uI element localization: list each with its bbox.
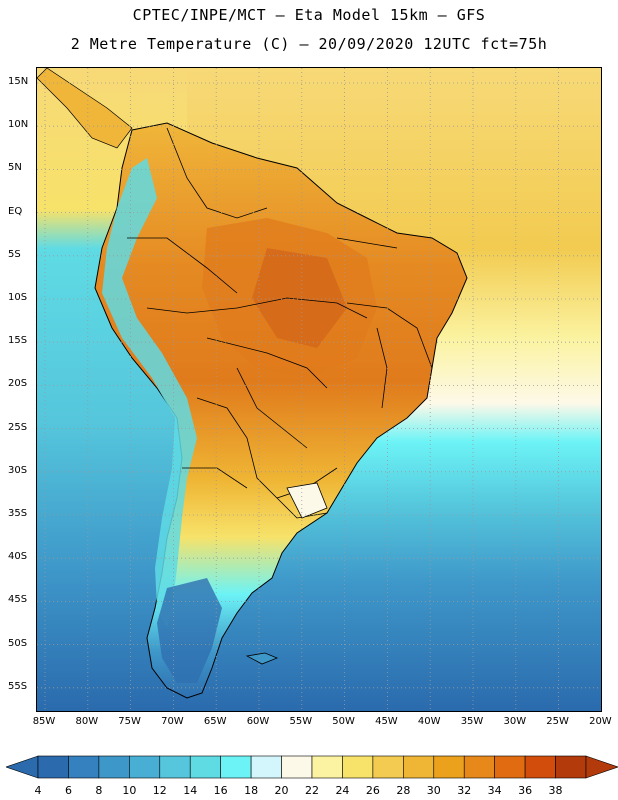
colorbar xyxy=(6,755,618,779)
lat-label: 20S xyxy=(8,378,28,390)
colorbar-level-label: 4 xyxy=(34,784,42,797)
colorbar-level-label: 8 xyxy=(95,784,103,797)
lon-label: 85W xyxy=(32,716,56,727)
temperature-map xyxy=(36,67,602,712)
lon-label: 45W xyxy=(375,716,398,727)
plata-region xyxy=(286,482,328,519)
colorbar-swatch xyxy=(37,755,69,779)
lat-label: 45S xyxy=(8,594,28,606)
lon-label: 50W xyxy=(332,716,355,727)
lon-label: 30W xyxy=(503,716,527,727)
colorbar-level-label: 18 xyxy=(244,784,259,797)
colorbar-level-label: 28 xyxy=(396,784,411,797)
colorbar-swatch xyxy=(250,755,282,779)
map-canvas xyxy=(37,68,601,711)
lat-label: 10N xyxy=(8,119,29,131)
lon-label: 20W xyxy=(589,716,612,727)
lon-label: 55W xyxy=(289,716,313,727)
colorbar-level-label: 12 xyxy=(152,784,167,797)
lat-label: 10S xyxy=(8,292,28,303)
lon-label: 25W xyxy=(546,716,569,727)
colorbar-high-arrow xyxy=(585,755,618,779)
colorbar-swatch xyxy=(524,755,556,779)
colorbar-swatch xyxy=(68,755,100,779)
colorbar-level-label: 16 xyxy=(213,784,228,797)
lon-label: 40W xyxy=(417,716,441,727)
colorbar-swatch xyxy=(463,755,495,779)
colorbar-level-label: 26 xyxy=(365,784,380,797)
colorbar-level-label: 24 xyxy=(335,784,350,797)
colorbar-level-label: 38 xyxy=(548,784,563,797)
colorbar-level-label: 36 xyxy=(518,784,533,797)
colorbar-level-label: 22 xyxy=(305,784,319,797)
colorbar-swatch xyxy=(403,755,435,779)
colorbar-swatch xyxy=(372,755,404,779)
colorbar-level-label: 14 xyxy=(183,784,198,797)
lon-label: 60W xyxy=(246,716,270,727)
colorbar-swatch xyxy=(494,755,526,779)
colorbar-level-label: 32 xyxy=(457,784,472,797)
lat-label: 40S xyxy=(8,551,28,563)
lat-label: 25S xyxy=(8,421,28,433)
lat-label: EQ xyxy=(8,205,23,217)
andes-cool-strip xyxy=(102,158,197,628)
lon-label: 35W xyxy=(460,716,484,727)
colorbar-swatch xyxy=(98,755,130,779)
colorbar-swatch xyxy=(342,755,374,779)
lon-label: 70W xyxy=(161,716,184,727)
lat-label: 30S xyxy=(8,464,28,476)
lat-label: 55S xyxy=(8,680,28,692)
colorbar-swatch xyxy=(311,755,343,779)
map-title-line-1: CPTEC/INPE/MCT – Eta Model 15km – GFS xyxy=(132,6,486,24)
colorbar-swatch xyxy=(281,755,313,779)
lon-label: 80W xyxy=(75,716,99,727)
map-title-line-2: 2 Metre Temperature (C) – 20/09/2020 12U… xyxy=(70,35,548,53)
lat-label: 5S xyxy=(8,248,21,260)
colorbar-level-label: 30 xyxy=(426,784,441,797)
lat-label: 35S xyxy=(8,508,28,519)
colorbar-swatch xyxy=(433,755,465,779)
lon-label: 75W xyxy=(118,716,141,727)
central-america xyxy=(37,68,133,149)
falkland-islands xyxy=(245,652,279,665)
colorbar-level-label: 20 xyxy=(274,784,289,797)
colorbar-level-label: 10 xyxy=(122,784,137,797)
colorbar-low-arrow xyxy=(6,755,39,779)
colorbar-swatch xyxy=(129,755,161,779)
colorbar-swatch xyxy=(555,755,587,779)
lat-label: 50S xyxy=(8,637,28,649)
lat-label: 15N xyxy=(8,76,29,87)
lat-label: 5N xyxy=(8,162,22,174)
lon-label: 65W xyxy=(203,716,227,727)
hottest-region xyxy=(252,248,347,348)
lat-label: 15S xyxy=(8,335,28,347)
colorbar-swatch xyxy=(220,755,252,779)
colorbar-swatch xyxy=(159,755,191,779)
colorbar-level-label: 34 xyxy=(487,784,502,797)
colorbar-level-label: 6 xyxy=(64,784,72,797)
colorbar-swatch xyxy=(189,755,221,779)
